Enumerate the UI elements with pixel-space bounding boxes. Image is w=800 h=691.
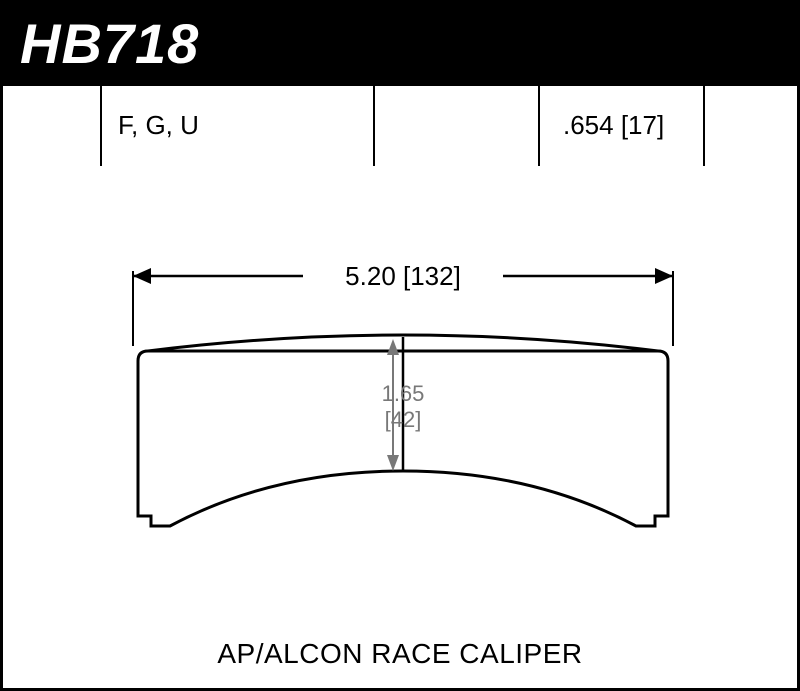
variant-codes: F, G, U [118,110,199,141]
top-tick-section: F, G, U .654 [17] [3,86,797,206]
height-mm: [42] [385,407,422,432]
height-inches: 1.65 [382,381,425,406]
product-caption: AP/ALCON RACE CALIPER [3,638,797,670]
brake-pad-diagram: 5.20 [132] [103,251,703,611]
height-dimension-label: 1.65 [42] [103,381,703,434]
tick-mark [703,86,705,166]
tick-mark [100,86,102,166]
tick-mark [538,86,540,166]
thickness-dimension: .654 [17] [563,110,664,141]
part-number: HB718 [20,11,199,76]
diagram-frame: F, G, U .654 [17] 5.20 [132] [0,86,800,691]
tick-mark [373,86,375,166]
header-bar: HB718 [0,0,800,86]
